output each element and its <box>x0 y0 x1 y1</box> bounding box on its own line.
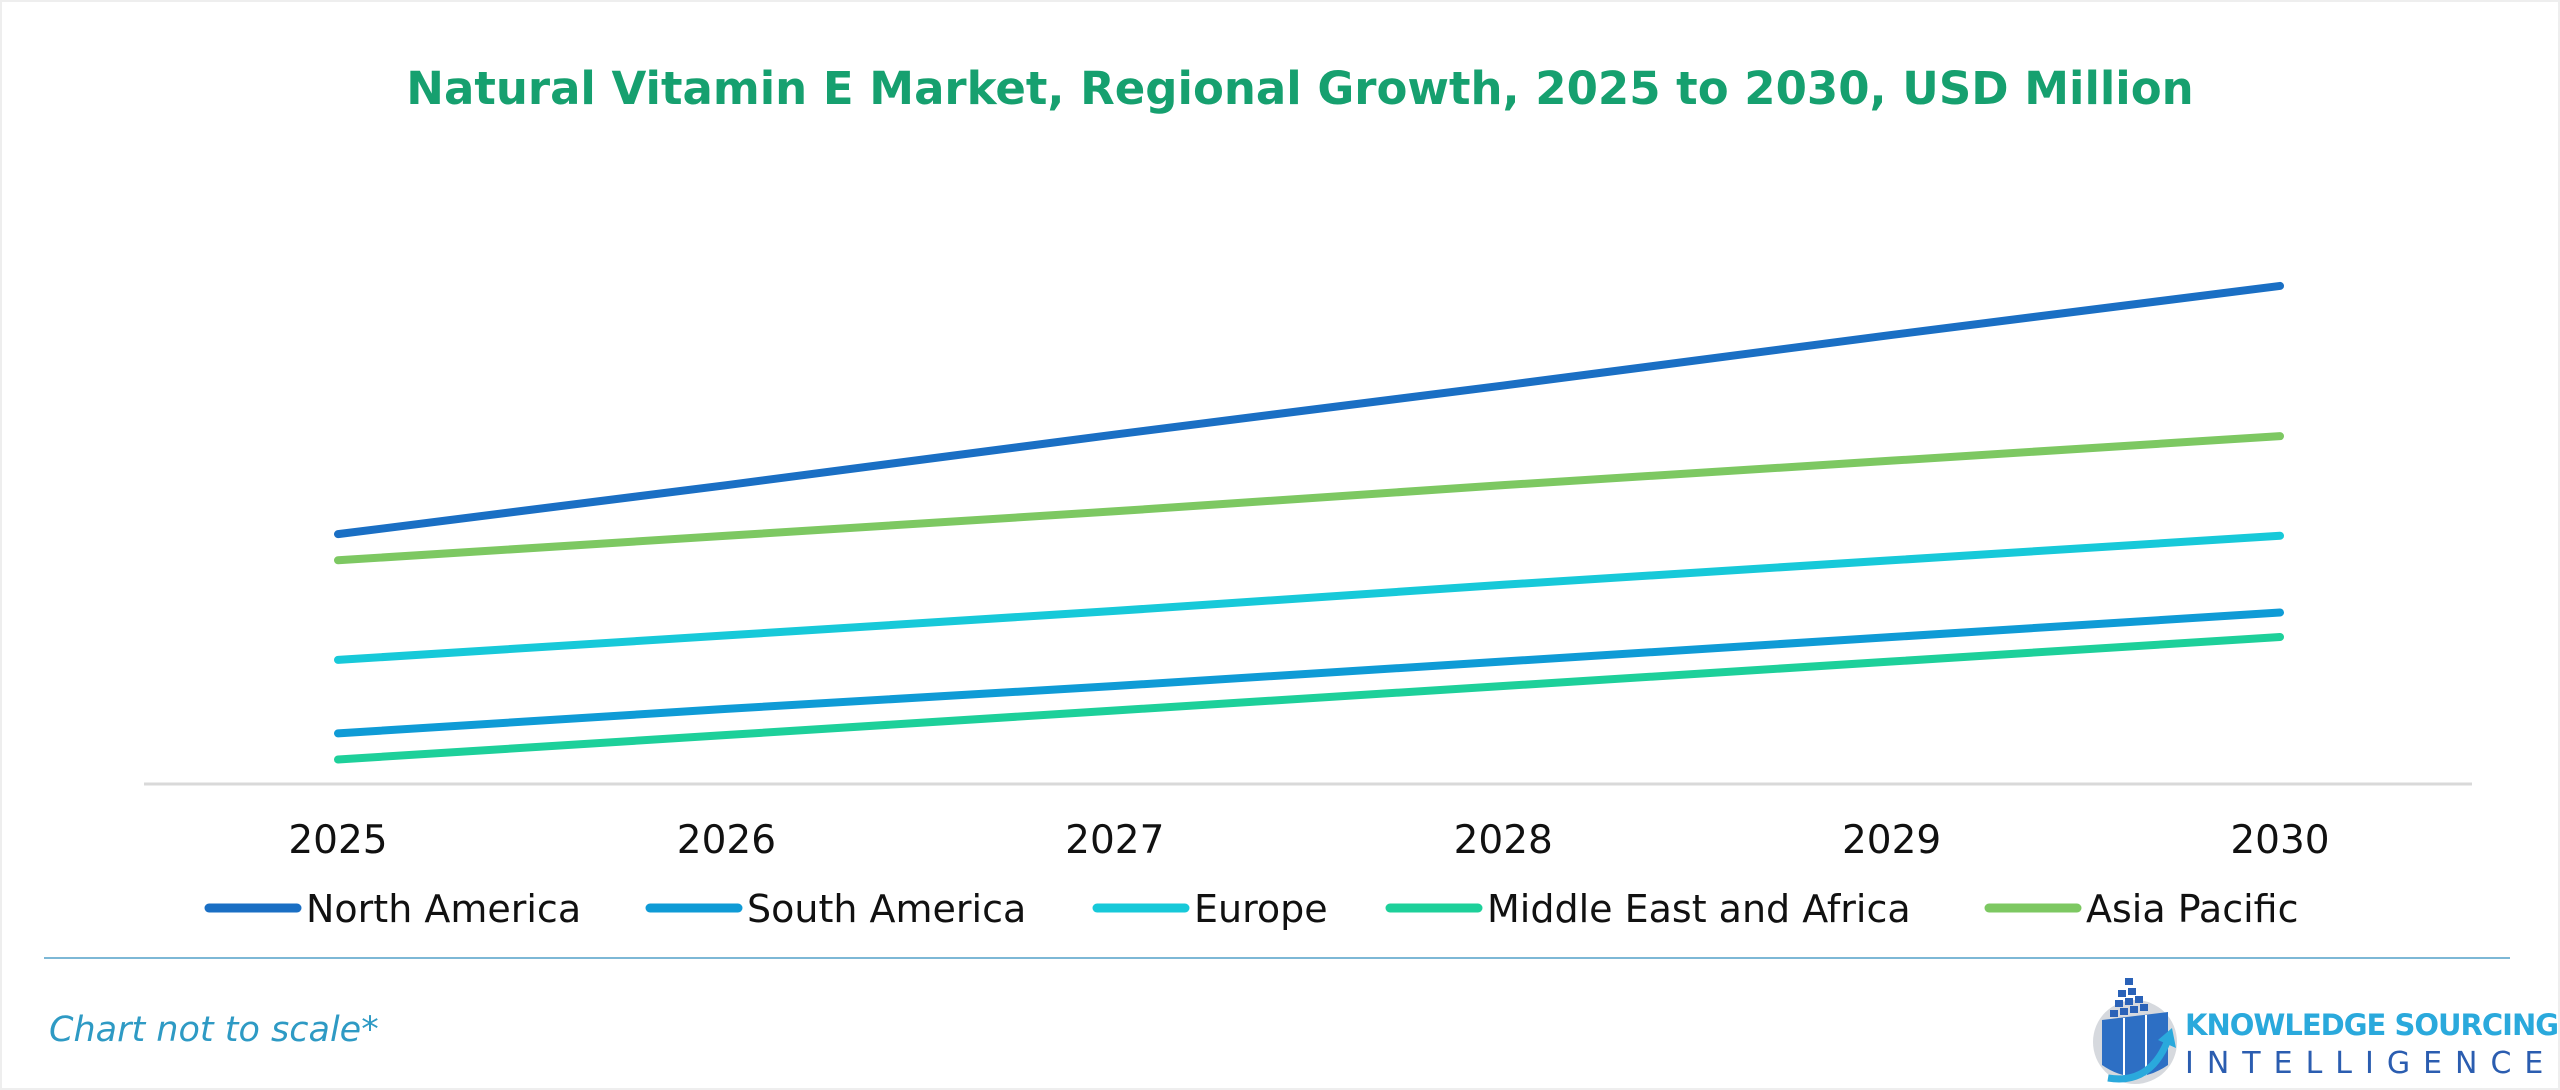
chart-title: Natural Vitamin E Market, Regional Growt… <box>406 62 2194 115</box>
legend-item: South America <box>645 887 1026 931</box>
series-line-asia-pacific <box>334 432 2284 565</box>
series-line-north-america <box>334 281 2284 539</box>
legend-item: Middle East and Africa <box>1385 887 1911 931</box>
x-tick-label: 2029 <box>1842 818 1941 863</box>
legend-item: Europe <box>1092 887 1328 931</box>
legend-label: Europe <box>1194 887 1328 931</box>
x-tick-label: 2025 <box>288 818 387 863</box>
knowledge-sourcing-logo <box>2093 978 2177 1084</box>
legend-label: South America <box>747 887 1026 931</box>
chart-note: Chart not to scale* <box>49 1010 379 1050</box>
legend-label: Asia Pacific <box>2086 887 2299 931</box>
legend-item: North America <box>204 887 581 931</box>
x-tick-label: 2027 <box>1065 818 1164 863</box>
x-tick-label: 2030 <box>2230 818 2329 863</box>
logo-text-line1: KNOWLEDGE SOURCING <box>2185 1008 2559 1042</box>
legend-label: North America <box>306 887 581 931</box>
series-line-europe <box>334 531 2284 664</box>
x-tick-label: 2026 <box>677 818 776 863</box>
footer-separator <box>44 957 2510 959</box>
legend-label: Middle East and Africa <box>1487 887 1911 931</box>
x-tick-label: 2028 <box>1454 818 1553 863</box>
series-line-south-america <box>334 608 2284 738</box>
logo-text-line2: INTELLIGENCE <box>2185 1046 2557 1081</box>
series-line-middle-east-and-africa <box>334 633 2284 764</box>
legend-item: Asia Pacific <box>1984 887 2299 931</box>
